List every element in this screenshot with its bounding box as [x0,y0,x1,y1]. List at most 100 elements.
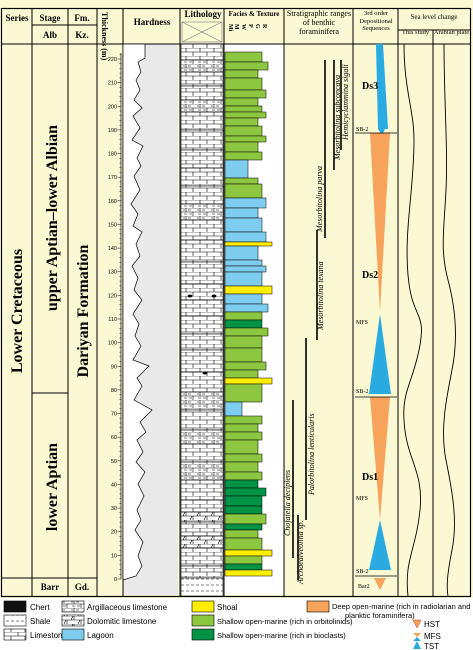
legend-shallow-bio: Shallow open-marine (rich in bioclasts) [217,631,346,640]
sea-level-arabian-plate [442,43,456,597]
thickness-tick-label: 210 [108,81,117,87]
facies-bar-shallow-orb [224,61,269,71]
facies-bar-shallow-orb [224,555,263,565]
lithology-bed [180,479,224,501]
thickness-tick-label: 70 [111,412,117,418]
lithology-bed [180,443,224,463]
formation-dariyan: Dariyan Formation [75,244,92,377]
lithology-bed [180,167,224,187]
facies-bar-shallow-orb [224,335,263,349]
legend-argillaceous-swatch [61,600,85,613]
legend-shale: Shale [30,617,51,626]
thickness-tick-label: 20 [111,530,117,536]
seq-ds2: Ds2 [362,270,378,281]
thickness-tick-label: 150 [108,222,117,228]
facies-bar-lagoon [224,259,263,267]
facies-bar-shallow-orb [224,423,259,433]
legend-lagoon: Lagoon [87,631,114,640]
lithology-bed [180,333,224,351]
thickness-tick-label: 30 [111,506,117,512]
chert-nodule [202,371,208,375]
facies-bar-shallow-orb [224,439,259,455]
thickness-tick-label: 0 [114,577,117,583]
thickness-tick-label: 60 [111,435,117,441]
lithology-bed [180,349,224,373]
lithology-bed [180,149,224,169]
seq-mfs-upper: MFS [356,320,368,326]
legend-limestone-swatch [3,628,27,641]
facies-letter-w: W [240,24,246,30]
lithology-bed [180,261,224,285]
facies-bar-shallow-bio [224,505,263,515]
lithology-bed [180,283,224,301]
facies-bar-shallow-orb [224,111,267,119]
facies-bar-shallow-orb [224,471,263,481]
foram-hemicyclammina: Hemicyclammina sigali [341,64,350,141]
hardness-profile [122,43,153,581]
legend-lagoon-swatch [61,628,85,641]
lithology-bed [180,59,224,73]
stage-lower-aptian: lower Aptian [44,443,61,531]
lithology-bed [180,521,224,537]
facies-bar-shallow-orb [224,347,263,363]
facies-bar-shallow-bio [224,523,263,531]
alb-label: Alb [43,30,57,40]
this-study-header: This study [401,30,430,36]
gd-label: Gd. [75,582,89,592]
legend-shallow-orb-swatch [191,614,215,627]
seq-bar2: Bar2 [358,584,370,590]
svg-text:Mi: Mi [227,24,233,32]
facies-bar-lagoon [224,265,267,273]
thickness-tick-label: 190 [108,128,117,134]
thickness-axis: 0 10 20 30 40 50 60 70 80 90 100 110 120 130 140 150 160… [108,53,122,583]
facies-bar-lagoon [224,197,267,209]
thickness-tick-label: 80 [111,388,117,394]
legend-deep-2: planktic foraminifera) [345,611,415,620]
seq-sb2-top: SB-2 [356,127,368,133]
facies-letter-r: R [261,24,267,29]
facies-bar-shallow-orb [224,529,259,539]
lithology-bed [180,577,224,597]
sequences-header: 3rd order Depositional Sequences [359,10,393,32]
lithology-bed [180,371,224,393]
sea-level-header: Sea level change [410,13,457,21]
facies-bar-shoal [224,549,273,557]
facies-bar-shallow-bio [224,319,263,329]
facies-bar-shallow-orb [224,117,259,127]
lithology-bed [180,461,224,481]
legend-shale-swatch [3,614,27,627]
legend: Chert Shale Limestone Argillaceous limes… [3,600,470,650]
legend-chert-swatch [3,600,27,613]
legend-deep-swatch [306,600,330,613]
series-lower-cretaceous: Lower Cretaceous [9,249,26,373]
facies-bar-shallow-orb [224,151,263,161]
facies-bar-lagoon [224,217,263,233]
lithology-bed [180,511,224,523]
thickness-tick-label: 220 [108,57,117,63]
sea-level-this-study [403,43,422,597]
facies-bar-shallow-orb [224,77,263,91]
foraminifera-ranges [292,60,342,580]
lithology-bed [180,547,224,567]
thickness-tick-label: 130 [108,270,117,276]
facies-bar-shallow-bio [224,479,259,489]
thickness-header: Thickness (m) [100,12,109,61]
lithology-bed [180,219,224,241]
chert-nodule [187,294,193,298]
hardness-header: Hardness [134,17,171,27]
seq-sb2-mid: SB-2 [356,389,368,395]
facies-bar-shallow-orb [224,327,269,337]
facies-bar-shallow-orb [224,431,263,441]
sequence-column [355,44,397,590]
facies-bar-lagoon [224,159,249,179]
thickness-tick-label: 160 [108,199,117,205]
stage-header: Stage [40,13,61,23]
facies-bar-shallow-orb [224,141,259,153]
legend-limestone: Limestone [30,631,67,640]
formation-header: Fm. [74,13,89,23]
lithology-bed [180,85,224,101]
thickness-tick-label: 170 [108,175,117,181]
lithology-header: Lithology [184,9,222,19]
lithology-bed [180,43,224,61]
